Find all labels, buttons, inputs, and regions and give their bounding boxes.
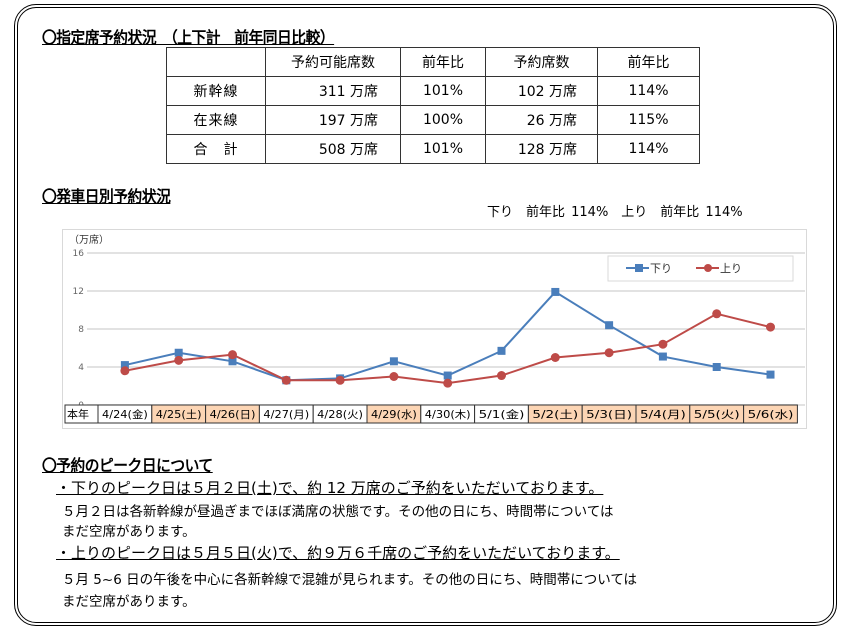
outer-frame	[14, 4, 837, 626]
table-row: 新幹線 311 万席 101% 102 万席 114%	[166, 76, 700, 106]
section-title-peak-days: 〇予約のピーク日について	[42, 456, 213, 475]
table-header: 前年比	[597, 47, 700, 77]
table-header: 予約席数	[485, 47, 598, 77]
chart-svg: （万席）0481216本年4/24(金)4/25(土)4/26(日)4/27(月…	[64, 233, 805, 424]
category-label: 4/30(木)	[425, 409, 471, 421]
y-tick-label: 16	[73, 249, 85, 259]
table-cell: 508 万席	[265, 134, 401, 164]
category-label: 4/25(土)	[156, 408, 202, 421]
category-cell	[743, 404, 798, 424]
daily-reservation-chart: （万席）0481216本年4/24(金)4/25(土)4/26(日)4/27(月…	[62, 229, 807, 429]
category-label: 4/27(月)	[263, 409, 309, 421]
data-point	[389, 357, 398, 366]
data-point	[658, 352, 667, 361]
reservation-table: 予約可能席数 前年比 予約席数 前年比 新幹線 311 万席 101% 102 …	[166, 47, 700, 164]
legend-marker	[635, 264, 643, 272]
y-tick-label: 4	[78, 363, 84, 373]
data-point	[604, 348, 614, 358]
peak-down-detail: ５月２日は各新幹線が昼過ぎまでほぼ満席の状態です。その他の日にち、時間帯について…	[62, 504, 614, 520]
table-header: 前年比	[400, 47, 486, 77]
peak-up-detail: ５月 5~6 日の午後を中心に各新幹線で混雑が見られます。その他の日にち、時間帯…	[62, 572, 638, 588]
category-label: 5/1(金)	[479, 408, 525, 421]
table-cell: 新幹線	[166, 76, 266, 106]
category-label: 4/29(水)	[371, 409, 417, 421]
data-point	[550, 353, 560, 362]
table-cell: 101%	[400, 76, 486, 106]
category-label: 5/4(月)	[640, 409, 686, 421]
peak-down-headline: ・下りのピーク日は５月２日(土)で、約 12 万席のご予約をいただいております。	[56, 479, 604, 497]
table-cell: 128 万席	[485, 134, 598, 164]
category-label: 5/6(水)	[748, 409, 794, 421]
legend-label: 上り	[720, 262, 742, 275]
data-point	[174, 355, 184, 365]
yoy-ratio-text: 下り 前年比 114% 上り 前年比 114%	[487, 205, 743, 220]
table-header: 予約可能席数	[265, 47, 401, 77]
data-point	[228, 350, 237, 360]
section-title-reservation-status: 〇指定席予約状況 （上下計 前年同日比較）	[42, 28, 335, 47]
data-point	[551, 287, 560, 296]
y-axis-unit: （万席）	[69, 233, 109, 246]
table-cell: 100%	[400, 105, 486, 135]
peak-up-headline: ・上りのピーク日は５月５日(火)で、約９万６千席のご予約をいただいております。	[56, 544, 620, 562]
data-point	[605, 321, 614, 330]
data-point	[766, 322, 775, 332]
category-label: 4/24(金)	[102, 408, 148, 421]
table-cell: 合 計	[166, 134, 266, 164]
category-label: 5/2(土)	[532, 408, 578, 421]
data-point	[228, 357, 237, 366]
data-point	[443, 378, 453, 388]
table-cell: 115%	[597, 105, 700, 135]
data-point	[658, 339, 668, 349]
data-point	[389, 372, 399, 381]
category-label: 5/5(火)	[694, 409, 740, 421]
data-point	[712, 363, 721, 371]
legend-label: 下り	[650, 262, 672, 275]
table-cell: 26 万席	[485, 105, 598, 135]
data-point	[335, 375, 345, 385]
table-header-row: 予約可能席数 前年比 予約席数 前年比	[166, 47, 700, 77]
table-cell: 102 万席	[485, 76, 598, 106]
data-point	[497, 346, 506, 355]
row-label: 本年	[67, 407, 89, 421]
data-point	[712, 309, 722, 319]
section-title-daily-status: 〇発車日別予約状況	[42, 187, 171, 206]
table-cell: 197 万席	[265, 105, 401, 135]
table-header	[166, 47, 266, 77]
table-row: 在来線 197 万席 100% 26 万席 115%	[166, 105, 700, 135]
data-point	[497, 371, 506, 381]
table-cell: 114%	[597, 76, 700, 106]
data-point	[120, 366, 130, 376]
category-label: 5/3(日)	[586, 409, 632, 421]
y-tick-label: 12	[73, 287, 84, 297]
table-cell: 101%	[400, 134, 486, 164]
category-label: 4/26(日)	[210, 409, 256, 421]
table-cell: 在来線	[166, 105, 266, 135]
legend-marker	[704, 264, 712, 272]
category-label: 4/28(火)	[317, 409, 363, 421]
table-cell: 114%	[597, 134, 700, 164]
peak-up-detail-2: まだ空席があります。	[62, 594, 196, 610]
y-tick-label: 8	[78, 325, 84, 335]
data-point	[120, 361, 129, 370]
table-cell: 311 万席	[265, 76, 401, 106]
data-point	[174, 348, 183, 357]
data-point	[766, 370, 775, 379]
peak-down-detail-2: まだ空席があります。	[62, 524, 196, 540]
data-point	[281, 375, 291, 385]
data-point	[443, 371, 452, 380]
table-row: 合 計 508 万席 101% 128 万席 114%	[166, 134, 700, 164]
